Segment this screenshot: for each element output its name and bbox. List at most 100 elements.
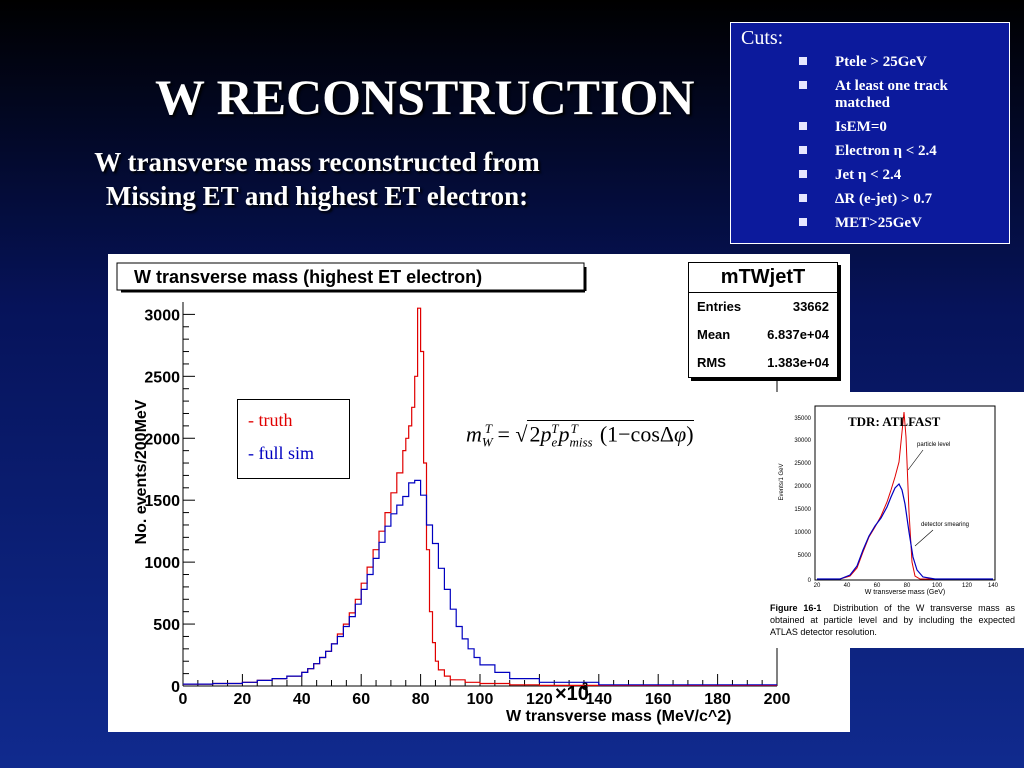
inset-annotation-detector: detector smearing bbox=[921, 522, 969, 528]
y-tick-label: 3000 bbox=[144, 307, 180, 324]
x-axis-ticks: 0 20 40 60 80 100 120 140 160 180 200 bbox=[179, 674, 791, 708]
inset-x-label: W transverse mass (GeV) bbox=[865, 589, 946, 596]
cut-item-label: Electron η < 2.4 bbox=[835, 143, 937, 159]
inset-particle-level-line bbox=[817, 411, 993, 580]
square-bullet-icon bbox=[799, 218, 807, 226]
histogram-chart: W transverse mass (highest ET electron) … bbox=[116, 262, 791, 725]
x-tick-label: 120 bbox=[526, 691, 553, 708]
square-bullet-icon bbox=[799, 122, 807, 130]
y-tick-label: 1000 bbox=[144, 555, 180, 572]
stats-row-entries: Entries 33662 bbox=[689, 293, 837, 321]
x-tick-label: 140 bbox=[585, 691, 612, 708]
inset-y-label: Events/1 GeV bbox=[779, 463, 785, 500]
y-tick-label: 500 bbox=[153, 617, 180, 634]
cuts-list: Ptele > 25GeV At least one track matched… bbox=[741, 54, 999, 232]
x-axis-multiplier-exponent: 3 bbox=[582, 681, 588, 693]
inset-y-tick-label: 30000 bbox=[794, 438, 811, 444]
subtitle-line-2: Missing ET and highest ET electron: bbox=[105, 180, 529, 211]
inset-x-tick-label: 60 bbox=[874, 583, 881, 589]
cut-item: Electron η < 2.4 bbox=[799, 143, 999, 160]
x-tick-label: 60 bbox=[352, 691, 370, 708]
transverse-mass-formula: mWT = √2peTpmissT (1−cosΔφ) bbox=[466, 420, 694, 450]
square-bullet-icon bbox=[799, 57, 807, 65]
cut-item-label: ΔR (e-jet) > 0.7 bbox=[835, 191, 933, 207]
inset-y-tick-label: 35000 bbox=[794, 416, 811, 422]
series-lines bbox=[183, 307, 777, 686]
cut-item: MET>25GeV bbox=[799, 215, 999, 232]
inset-annotation-particle: particle level bbox=[917, 442, 950, 448]
cut-item-label: Ptele > 25GeV bbox=[835, 54, 927, 70]
cut-item: Jet η < 2.4 bbox=[799, 167, 999, 184]
cut-item: ΔR (e-jet) > 0.7 bbox=[799, 191, 999, 208]
inset-x-tick-label: 140 bbox=[988, 583, 999, 589]
inset-x-tick-label: 120 bbox=[962, 583, 973, 589]
cut-item: IsEM=0 bbox=[799, 119, 999, 136]
stats-title: mTWjetT bbox=[689, 263, 837, 293]
y-axis-label: No. events/200MeV bbox=[133, 399, 150, 544]
x-tick-label: 40 bbox=[293, 691, 311, 708]
stats-row-rms: RMS 1.383e+04 bbox=[689, 349, 837, 377]
cut-item: Ptele > 25GeV bbox=[799, 54, 999, 71]
cut-item-label: Jet η < 2.4 bbox=[835, 167, 902, 183]
inset-y-tick-label: 25000 bbox=[794, 461, 811, 467]
cuts-box: Cuts: Ptele > 25GeV At least one track m… bbox=[730, 22, 1010, 244]
cuts-heading: Cuts: bbox=[741, 27, 784, 49]
cut-item: At least one track matched bbox=[799, 78, 999, 112]
inset-x-tick-label: 20 bbox=[814, 583, 821, 589]
inset-x-tick-label: 100 bbox=[932, 583, 943, 589]
inset-y-tick-label: 0 bbox=[808, 578, 812, 584]
square-bullet-icon bbox=[799, 194, 807, 202]
inset-label: TDR: ATLFAST bbox=[848, 414, 941, 429]
inset-x-ticks: 20 40 60 80 100 120 140 bbox=[814, 583, 999, 589]
y-tick-label: 1500 bbox=[144, 493, 180, 510]
inset-caption-text: Distribution of the W transverse mass as… bbox=[770, 603, 1015, 637]
y-tick-label: 0 bbox=[171, 679, 180, 696]
cut-item-label: IsEM=0 bbox=[835, 119, 887, 135]
chart-title: W transverse mass (highest ET electron) bbox=[134, 267, 482, 287]
inset-chart: Events/1 GeV W transverse mass (GeV) 350… bbox=[779, 405, 999, 596]
stats-value: 6.837e+04 bbox=[767, 327, 829, 342]
inset-frame bbox=[814, 405, 996, 581]
x-tick-label: 160 bbox=[645, 691, 672, 708]
stats-label: Entries bbox=[697, 299, 742, 314]
legend: - truth - full sim bbox=[237, 399, 350, 479]
stats-box: mTWjetT Entries 33662 Mean 6.837e+04 RMS 1.… bbox=[688, 262, 838, 378]
slide-title: W RECONSTRUCTION bbox=[155, 69, 695, 125]
tdr-inset-figure: Events/1 GeV W transverse mass (GeV) 350… bbox=[765, 392, 1024, 648]
inset-y-tick-label: 15000 bbox=[794, 507, 811, 513]
x-tick-label: 80 bbox=[412, 691, 430, 708]
cut-item-label: MET>25GeV bbox=[835, 215, 922, 231]
inset-detector-smearing-line bbox=[817, 482, 993, 580]
inset-caption: Figure 16-1 Distribution of the W transv… bbox=[770, 602, 1015, 638]
inset-y-tick-label: 10000 bbox=[794, 530, 811, 536]
chart-title-box bbox=[116, 262, 585, 291]
x-tick-label: 0 bbox=[179, 691, 188, 708]
inset-y-tick-label: 5000 bbox=[798, 553, 812, 559]
subtitle-line-1: W transverse mass reconstructed from bbox=[94, 147, 540, 177]
x-tick-label: 180 bbox=[704, 691, 731, 708]
stats-label: Mean bbox=[697, 327, 731, 342]
x-axis-label: W transverse mass (MeV/c^2) bbox=[506, 708, 731, 725]
series-line-fullsim bbox=[183, 479, 777, 686]
inset-arrow bbox=[907, 449, 924, 471]
slide-subtitle: W transverse mass reconstructed from Mis… bbox=[22, 146, 612, 214]
inset-arrow bbox=[914, 529, 934, 547]
stats-label: RMS bbox=[697, 355, 726, 370]
square-bullet-icon bbox=[799, 170, 807, 178]
inset-x-tick-label: 80 bbox=[904, 583, 911, 589]
stats-value: 1.383e+04 bbox=[767, 355, 829, 370]
x-axis-multiplier: ×10 bbox=[555, 683, 589, 705]
y-axis-ticks: 0 500 1000 1500 2000 2500 3000 bbox=[144, 307, 195, 696]
histogram-panel: W transverse mass (highest ET electron) … bbox=[108, 254, 850, 732]
square-bullet-icon bbox=[799, 146, 807, 154]
legend-item-truth: - truth bbox=[248, 410, 293, 430]
stats-row-mean: Mean 6.837e+04 bbox=[689, 321, 837, 349]
stats-value: 33662 bbox=[792, 299, 829, 314]
inset-y-ticks: 35000 30000 25000 20000 15000 10000 5000… bbox=[794, 416, 811, 584]
y-tick-label: 2500 bbox=[144, 369, 180, 386]
square-bullet-icon bbox=[799, 81, 807, 89]
y-tick-label: 2000 bbox=[144, 431, 180, 448]
x-tick-label: 200 bbox=[764, 691, 791, 708]
x-tick-label: 20 bbox=[234, 691, 252, 708]
inset-y-tick-label: 20000 bbox=[794, 484, 811, 490]
